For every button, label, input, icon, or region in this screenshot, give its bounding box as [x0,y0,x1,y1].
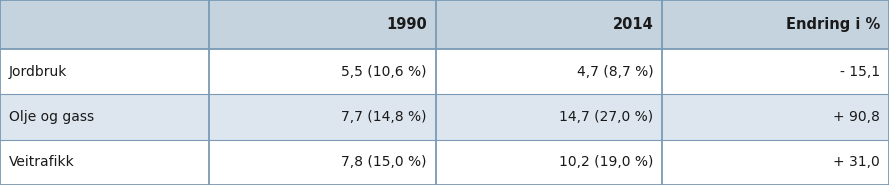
Bar [209,94,436,140]
Text: - 15,1: - 15,1 [840,65,880,79]
Bar [209,49,436,94]
Bar [662,140,889,185]
Text: + 90,8: + 90,8 [833,110,880,124]
Bar [436,140,662,185]
Text: Endring i %: Endring i % [786,17,880,32]
Text: 10,2 (19,0 %): 10,2 (19,0 %) [559,155,653,169]
Text: 5,5 (10,6 %): 5,5 (10,6 %) [341,65,427,79]
Bar [436,0,662,49]
Text: Olje og gass: Olje og gass [9,110,94,124]
Text: 14,7 (27,0 %): 14,7 (27,0 %) [559,110,653,124]
Bar [0,49,209,94]
Text: Jordbruk: Jordbruk [9,65,68,79]
Bar [662,0,889,49]
Bar [209,0,436,49]
Text: Veitrafikk: Veitrafikk [9,155,75,169]
Bar [436,94,662,140]
Text: 7,8 (15,0 %): 7,8 (15,0 %) [341,155,427,169]
Text: 4,7 (8,7 %): 4,7 (8,7 %) [577,65,653,79]
Bar [436,49,662,94]
Bar [662,49,889,94]
Text: + 31,0: + 31,0 [833,155,880,169]
Bar [0,94,209,140]
Text: 2014: 2014 [613,17,653,32]
Bar [662,94,889,140]
Text: 7,7 (14,8 %): 7,7 (14,8 %) [341,110,427,124]
Text: 1990: 1990 [386,17,427,32]
Bar [0,140,209,185]
Bar [0,0,209,49]
Bar [209,140,436,185]
